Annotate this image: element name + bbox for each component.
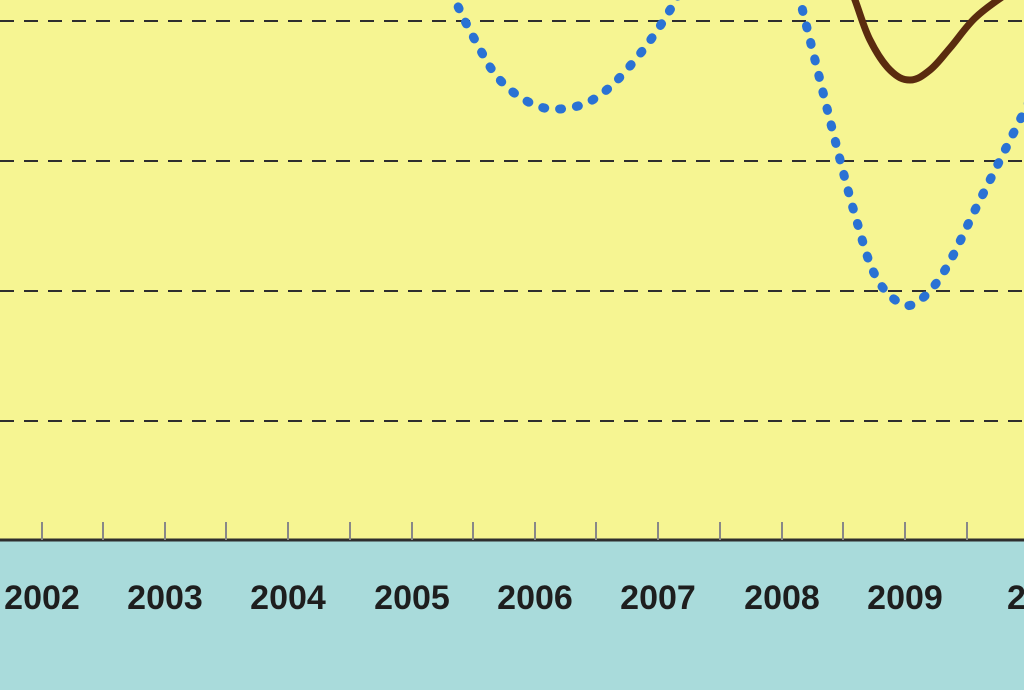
- x-axis-label: 2004: [250, 579, 326, 617]
- chart: 2002 2003 2004 2005 2006 2007 2008 2009 2: [0, 0, 1024, 690]
- x-axis-label: 2: [1007, 579, 1024, 617]
- x-axis-label: 2006: [497, 579, 573, 617]
- x-axis-label: 2002: [4, 579, 80, 617]
- x-axis-label: 2008: [744, 579, 820, 617]
- x-axis-label: 2005: [374, 579, 450, 617]
- x-axis-label: 2007: [620, 579, 696, 617]
- x-axis-label: 2009: [867, 579, 943, 617]
- x-axis-label: 2003: [127, 579, 203, 617]
